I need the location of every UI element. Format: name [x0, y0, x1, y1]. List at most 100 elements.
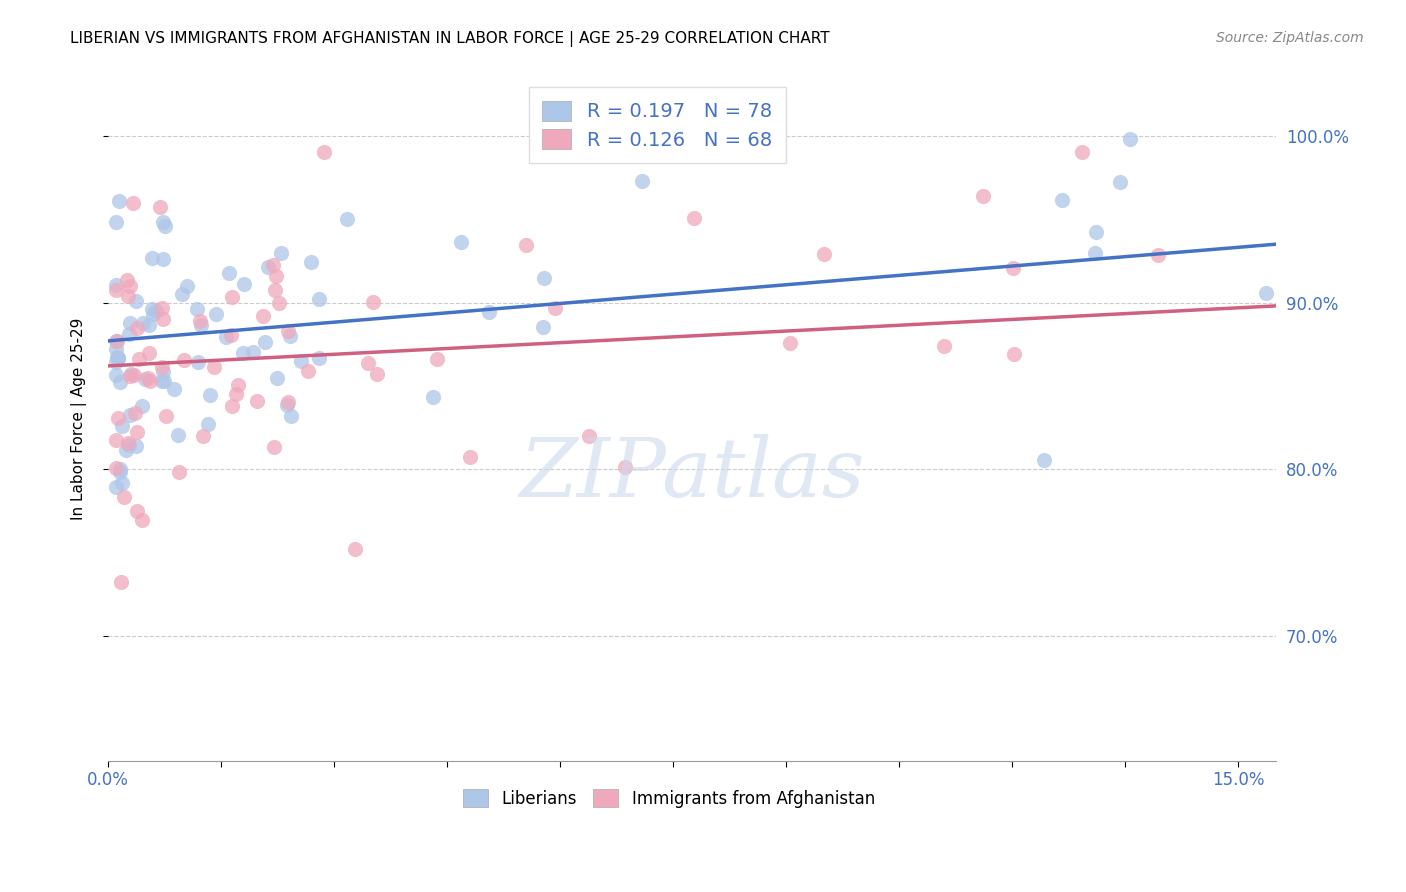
- Point: [172, 287, 194, 301]
- Point: [149, 200, 172, 214]
- Point: [186, 301, 208, 316]
- Point: [221, 399, 243, 413]
- Point: [422, 390, 444, 404]
- Point: [104, 283, 127, 297]
- Point: [225, 386, 247, 401]
- Point: [167, 465, 190, 479]
- Point: [270, 246, 292, 260]
- Point: [344, 542, 367, 557]
- Point: [297, 364, 319, 378]
- Point: [152, 365, 174, 379]
- Text: LIBERIAN VS IMMIGRANTS FROM AFGHANISTAN IN LABOR FORCE | AGE 25-29 CORRELATION C: LIBERIAN VS IMMIGRANTS FROM AFGHANISTAN …: [70, 31, 830, 47]
- Point: [366, 368, 388, 382]
- Point: [357, 356, 380, 370]
- Point: [308, 351, 330, 366]
- Point: [263, 440, 285, 454]
- Point: [166, 427, 188, 442]
- Point: [150, 375, 173, 389]
- Point: [112, 490, 135, 504]
- Point: [152, 311, 174, 326]
- Point: [221, 290, 243, 304]
- Point: [1084, 245, 1107, 260]
- Point: [108, 462, 131, 476]
- Point: [104, 277, 127, 292]
- Point: [515, 237, 537, 252]
- Point: [110, 375, 132, 389]
- Point: [141, 302, 163, 317]
- Point: [131, 513, 153, 527]
- Point: [105, 334, 128, 349]
- Point: [254, 334, 277, 349]
- Point: [145, 304, 167, 318]
- Point: [118, 408, 141, 422]
- Point: [336, 212, 359, 227]
- Point: [107, 351, 129, 365]
- Point: [136, 371, 159, 385]
- Point: [215, 329, 238, 343]
- Point: [478, 305, 501, 319]
- Point: [280, 409, 302, 423]
- Point: [150, 301, 173, 315]
- Point: [262, 258, 284, 272]
- Point: [613, 459, 636, 474]
- Point: [1084, 225, 1107, 239]
- Point: [204, 307, 226, 321]
- Point: [125, 425, 148, 439]
- Point: [104, 480, 127, 494]
- Point: [122, 368, 145, 382]
- Y-axis label: In Labor Force | Age 25-29: In Labor Force | Age 25-29: [72, 318, 87, 520]
- Point: [117, 436, 139, 450]
- Point: [153, 219, 176, 234]
- Point: [264, 269, 287, 284]
- Point: [162, 383, 184, 397]
- Point: [104, 334, 127, 349]
- Point: [257, 260, 280, 274]
- Point: [276, 324, 298, 338]
- Point: [219, 327, 242, 342]
- Point: [176, 278, 198, 293]
- Point: [188, 314, 211, 328]
- Point: [105, 350, 128, 364]
- Point: [104, 461, 127, 475]
- Point: [779, 336, 801, 351]
- Point: [104, 368, 127, 382]
- Point: [972, 189, 994, 203]
- Point: [128, 352, 150, 367]
- Point: [1108, 175, 1130, 189]
- Point: [231, 346, 253, 360]
- Point: [544, 301, 567, 316]
- Point: [246, 393, 269, 408]
- Point: [118, 317, 141, 331]
- Point: [138, 318, 160, 332]
- Point: [152, 215, 174, 229]
- Point: [120, 367, 142, 381]
- Point: [132, 316, 155, 330]
- Point: [110, 419, 132, 434]
- Legend: Liberians, Immigrants from Afghanistan: Liberians, Immigrants from Afghanistan: [456, 783, 882, 814]
- Point: [127, 321, 149, 335]
- Point: [187, 355, 209, 369]
- Point: [278, 329, 301, 343]
- Point: [110, 465, 132, 479]
- Point: [124, 438, 146, 452]
- Point: [108, 194, 131, 208]
- Point: [153, 375, 176, 389]
- Point: [426, 351, 449, 366]
- Point: [312, 145, 335, 160]
- Point: [252, 309, 274, 323]
- Point: [232, 277, 254, 291]
- Point: [104, 434, 127, 448]
- Point: [125, 294, 148, 309]
- Point: [134, 372, 156, 386]
- Point: [226, 378, 249, 392]
- Point: [460, 450, 482, 465]
- Point: [1119, 132, 1142, 146]
- Point: [533, 320, 555, 334]
- Point: [141, 251, 163, 265]
- Point: [267, 296, 290, 310]
- Point: [533, 270, 555, 285]
- Text: Source: ZipAtlas.com: Source: ZipAtlas.com: [1216, 31, 1364, 45]
- Point: [107, 411, 129, 425]
- Point: [118, 278, 141, 293]
- Point: [813, 247, 835, 261]
